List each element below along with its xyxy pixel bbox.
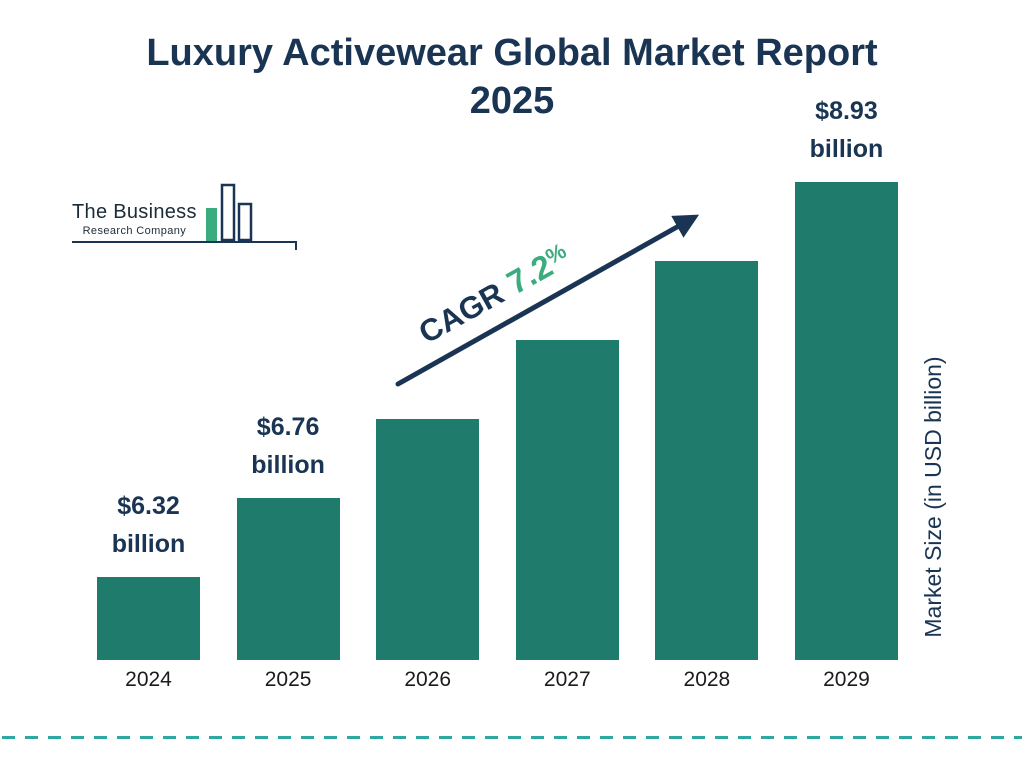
logo-bars-icon bbox=[205, 183, 253, 241]
bar-2028 bbox=[655, 261, 759, 660]
bar-2024 bbox=[97, 577, 200, 660]
x-axis-label-2028: 2028 bbox=[683, 668, 731, 691]
value-label-line: $6.32 bbox=[117, 492, 180, 520]
bar-column-2024: $6.32 billion bbox=[97, 120, 200, 660]
value-label-2025: $6.76 billion bbox=[251, 409, 325, 484]
chart-title-line1: Luxury Activewear Global Market Report bbox=[146, 32, 878, 74]
logo: The Business Research Company bbox=[72, 183, 297, 250]
value-label-line: $6.76 bbox=[256, 413, 320, 441]
x-axis-label-2024: 2024 bbox=[125, 668, 172, 691]
logo-company-name: The Business bbox=[72, 201, 197, 223]
bar-chart-plot-area: $6.32 billion $6.76 billion $8.93 billion bbox=[97, 97, 898, 660]
value-label-2024: $6.32 billion bbox=[112, 488, 186, 563]
value-label-line: billion bbox=[111, 529, 186, 558]
value-label-line: billion bbox=[809, 134, 884, 163]
x-axis-label-2025: 2025 bbox=[264, 668, 312, 691]
bar-2027 bbox=[515, 340, 619, 660]
value-label-line: billion bbox=[251, 450, 325, 479]
bar-2025 bbox=[236, 498, 340, 660]
chart-title: Luxury Activewear Global Market Report 2… bbox=[0, 30, 1024, 125]
chart-title-line2: 2025 bbox=[469, 79, 555, 122]
bar-column-2027 bbox=[515, 120, 619, 660]
logo-company-subname: Research Company bbox=[82, 225, 187, 237]
x-axis-label-2029: 2029 bbox=[823, 668, 870, 691]
bar-column-2029: $8.93 billion bbox=[794, 97, 898, 660]
bar-2029 bbox=[794, 182, 898, 660]
bar-column-2026 bbox=[376, 120, 480, 660]
logo-text: The Business Research Company bbox=[72, 201, 197, 241]
value-label-line: $8.93 bbox=[815, 97, 878, 125]
x-axis-label-2027: 2027 bbox=[543, 668, 591, 691]
x-axis-labels: 2024 2025 2026 2027 2028 2029 bbox=[97, 668, 898, 692]
bottom-dashed-divider bbox=[2, 736, 1022, 739]
bar-column-2025: $6.76 billion bbox=[236, 120, 340, 660]
y-axis-label: Market Size (in USD billion) bbox=[920, 356, 946, 638]
x-axis-label-2026: 2026 bbox=[404, 668, 452, 691]
bar-column-2028 bbox=[655, 120, 759, 660]
bar-2026 bbox=[376, 419, 480, 660]
value-label-2029: $8.93 billion bbox=[810, 93, 884, 168]
